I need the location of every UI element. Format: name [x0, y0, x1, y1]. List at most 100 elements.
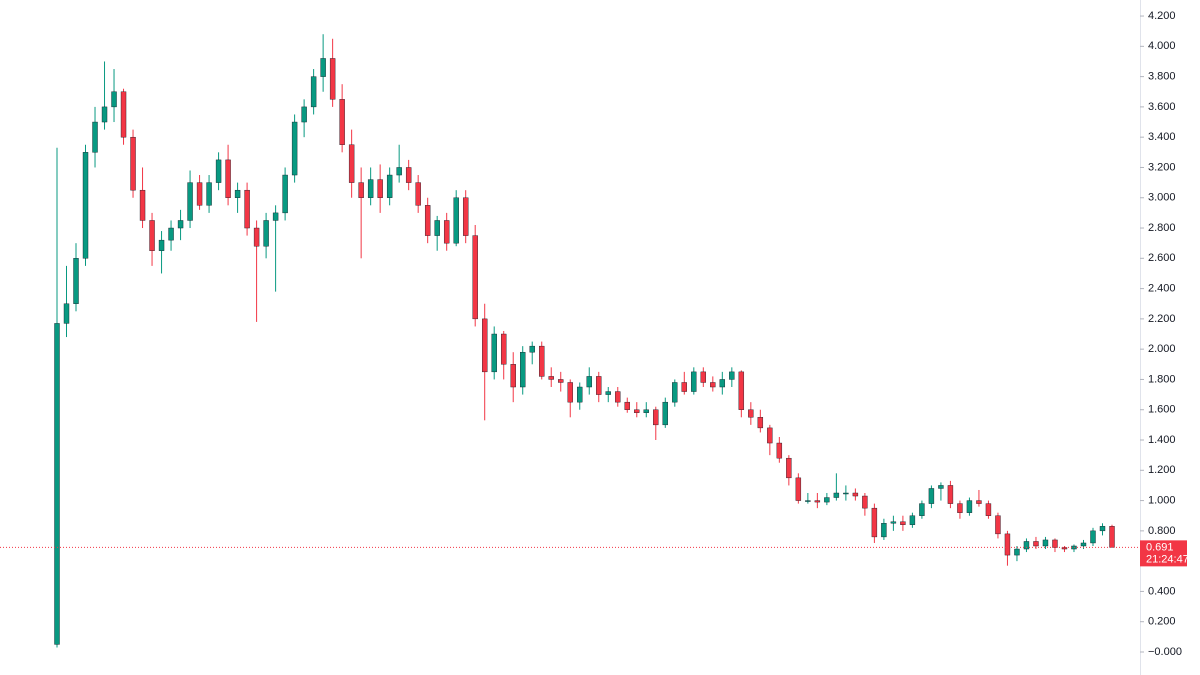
- candle-body: [510, 364, 516, 388]
- y-tick-label: 1.600: [1148, 404, 1176, 416]
- candle-body: [710, 382, 716, 388]
- candle-body: [187, 182, 193, 221]
- candle-body: [329, 58, 336, 100]
- candle-body: [738, 371, 745, 410]
- candle-body: [1052, 539, 1058, 548]
- candle-body: [462, 197, 469, 236]
- candle-body: [681, 382, 687, 392]
- candle-body: [672, 382, 678, 403]
- candle-body: [767, 427, 773, 444]
- candle-body: [909, 515, 916, 525]
- candle-body: [424, 205, 431, 236]
- candle-body: [415, 182, 421, 206]
- candle-body: [729, 371, 735, 380]
- candle-body: [443, 220, 450, 244]
- y-tick-label: 0.200: [1148, 616, 1176, 628]
- candle-body: [634, 409, 640, 413]
- candle-body: [1023, 541, 1030, 550]
- candle-body: [957, 503, 963, 513]
- candle-body: [82, 152, 89, 259]
- y-tick-label: 2.800: [1148, 222, 1176, 234]
- candle-body: [539, 345, 545, 377]
- candle-body: [805, 500, 811, 502]
- candle-body: [320, 58, 326, 77]
- candle-body: [748, 409, 754, 418]
- candle-body: [833, 492, 840, 498]
- candle-body: [1033, 541, 1039, 547]
- candle-body: [586, 376, 592, 388]
- candle-body: [947, 485, 954, 504]
- countdown-label: 21:24:47: [1146, 553, 1189, 565]
- candle-body: [111, 91, 117, 108]
- candle-body: [814, 500, 821, 503]
- candle-body: [139, 189, 146, 221]
- candle-body: [472, 235, 478, 320]
- candle-body: [367, 179, 374, 198]
- candle-body: [339, 99, 345, 145]
- candle-body: [234, 189, 241, 198]
- candle-body: [149, 220, 155, 251]
- candle-body: [386, 174, 393, 198]
- candle-body: [101, 106, 108, 123]
- candle-body: [453, 197, 459, 244]
- candle-body: [596, 376, 602, 395]
- candle-body: [1109, 526, 1115, 548]
- candle-body: [567, 382, 573, 403]
- candle-body: [168, 227, 174, 241]
- candle-body: [253, 227, 260, 247]
- y-tick-label: −0.000: [1148, 646, 1182, 658]
- candle-body: [558, 379, 564, 383]
- candle-body: [795, 477, 802, 501]
- candle-body: [501, 333, 507, 365]
- y-tick-label: 4.000: [1148, 40, 1176, 52]
- candle-body: [120, 91, 127, 138]
- candle-body: [310, 76, 317, 108]
- candle-body: [225, 159, 231, 198]
- candle-body: [862, 495, 868, 509]
- candle-body: [852, 492, 859, 497]
- candle-body: [282, 174, 288, 214]
- candle-body: [776, 442, 783, 459]
- candle-body: [966, 500, 973, 513]
- y-tick-label: 3.400: [1148, 131, 1176, 143]
- candle-body: [843, 492, 849, 495]
- candle-body: [786, 457, 792, 479]
- candle-body: [1014, 548, 1020, 556]
- candle-body: [491, 333, 497, 373]
- candle-body: [434, 220, 440, 236]
- y-tick-label: 0.800: [1148, 525, 1176, 537]
- candle-body: [700, 371, 707, 383]
- y-tick-label: 3.000: [1148, 192, 1176, 204]
- candle-body: [662, 401, 668, 426]
- candle-body: [919, 503, 925, 516]
- candle-body: [405, 167, 412, 183]
- candle-body: [577, 386, 583, 403]
- candle-body: [824, 497, 830, 503]
- candle-body: [615, 391, 621, 403]
- candle-body: [73, 258, 79, 304]
- candle-body: [196, 182, 203, 206]
- y-tick-label: 4.200: [1148, 10, 1176, 22]
- candle-body: [548, 376, 554, 380]
- y-tick-label: 0.400: [1148, 585, 1176, 597]
- candle-body: [1061, 547, 1068, 550]
- candle-body: [301, 106, 307, 123]
- candle-body: [643, 409, 649, 413]
- candle-body: [871, 507, 878, 538]
- candle-body: [1042, 539, 1049, 547]
- candle-body: [900, 521, 906, 525]
- last-price-label: 0.691: [1146, 541, 1174, 553]
- last-price-box: [1140, 540, 1187, 567]
- y-tick-label: 2.000: [1148, 343, 1176, 355]
- candle-body: [63, 303, 70, 324]
- candle-body: [1090, 530, 1096, 544]
- candle-body: [890, 521, 897, 524]
- y-tick-label: 2.600: [1148, 252, 1176, 264]
- candle-body: [757, 417, 764, 429]
- candle-body: [1071, 545, 1077, 550]
- candle-body: [92, 121, 98, 153]
- candle-body: [291, 121, 298, 176]
- candle-body: [215, 159, 222, 183]
- y-tick-label: 3.200: [1148, 161, 1176, 173]
- candle-body: [520, 351, 526, 388]
